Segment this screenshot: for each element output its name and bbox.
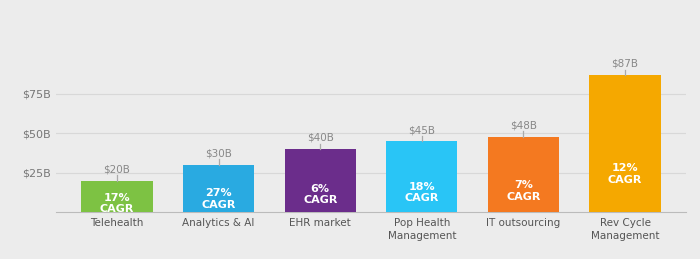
Text: 6%
CAGR: 6% CAGR — [303, 184, 337, 205]
Text: 12%
CAGR: 12% CAGR — [608, 163, 642, 185]
Bar — [488, 136, 559, 212]
Text: $20B: $20B — [104, 164, 130, 175]
Text: 17%
CAGR: 17% CAGR — [100, 193, 134, 214]
Text: 18%
CAGR: 18% CAGR — [405, 182, 439, 203]
Bar — [81, 181, 153, 212]
Bar — [183, 165, 254, 212]
Text: $30B: $30B — [205, 149, 232, 159]
Text: $45B: $45B — [408, 125, 435, 135]
Text: 7%
CAGR: 7% CAGR — [506, 180, 540, 202]
Bar — [285, 149, 356, 212]
Bar — [589, 75, 661, 212]
Text: $40B: $40B — [307, 133, 334, 143]
Text: 27%
CAGR: 27% CAGR — [202, 188, 236, 210]
Text: $87B: $87B — [612, 59, 638, 69]
Text: $48B: $48B — [510, 120, 537, 130]
Bar — [386, 141, 457, 212]
